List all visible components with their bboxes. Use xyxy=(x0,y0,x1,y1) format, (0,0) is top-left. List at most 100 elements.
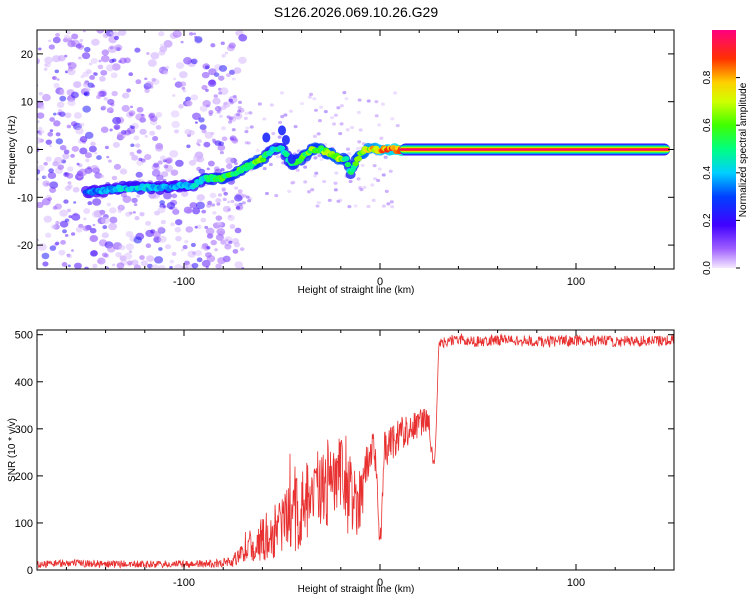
noise-point xyxy=(97,64,104,70)
noise-point xyxy=(205,104,210,108)
noise-point xyxy=(160,219,167,225)
noise-point xyxy=(215,263,222,269)
colorbar-gradient xyxy=(712,30,736,268)
noise-point xyxy=(356,110,361,115)
noise-point xyxy=(101,232,109,239)
noise-point xyxy=(138,157,143,162)
noise-point xyxy=(26,217,32,222)
noise-point xyxy=(171,251,177,256)
noise-point xyxy=(207,79,217,87)
noise-point xyxy=(53,82,60,89)
noise-point xyxy=(338,198,343,202)
noise-point xyxy=(227,214,235,222)
noise-point xyxy=(313,156,318,160)
noise-point xyxy=(288,109,293,113)
noise-point xyxy=(67,166,74,172)
noise-point xyxy=(112,116,122,125)
noise-point xyxy=(204,225,209,229)
noise-point xyxy=(48,168,54,174)
noise-point xyxy=(59,220,69,228)
noise-point xyxy=(59,95,67,102)
noise-point xyxy=(63,149,70,155)
noise-point xyxy=(64,112,72,119)
noise-point xyxy=(156,174,164,181)
ridge-point xyxy=(278,125,286,136)
noise-point xyxy=(88,145,97,153)
noise-point xyxy=(223,102,228,106)
noise-point xyxy=(307,95,312,99)
noise-point xyxy=(113,163,122,170)
noise-point xyxy=(144,85,149,90)
noise-point xyxy=(134,47,141,53)
noise-point xyxy=(84,87,91,93)
noise-point xyxy=(55,241,60,246)
noise-point xyxy=(113,124,121,130)
noise-point xyxy=(262,166,267,171)
noise-point xyxy=(210,131,215,136)
noise-point xyxy=(312,97,317,101)
noise-point xyxy=(136,194,141,198)
noise-point xyxy=(233,161,238,166)
noise-point xyxy=(182,89,187,93)
noise-point xyxy=(200,217,207,223)
noise-point xyxy=(67,40,76,48)
ridge-point xyxy=(259,157,267,163)
noise-point xyxy=(208,68,217,76)
noise-point xyxy=(215,197,222,204)
noise-point xyxy=(217,193,222,197)
noise-point xyxy=(126,88,132,93)
noise-point xyxy=(197,143,201,147)
noise-point xyxy=(278,120,283,125)
noise-point xyxy=(147,263,153,269)
noise-point xyxy=(135,79,142,85)
noise-point xyxy=(87,201,93,206)
noise-point xyxy=(233,241,241,248)
noise-point xyxy=(201,71,210,79)
figure-title: S126.2026.069.10.26.G29 xyxy=(274,4,438,20)
x-tick-label: 100 xyxy=(567,276,585,288)
noise-point xyxy=(338,132,343,136)
noise-point xyxy=(185,226,194,233)
noise-point xyxy=(139,128,147,135)
colorbar-tick-label: 0.0 xyxy=(702,261,713,275)
colorbar-tick-label: 0.2 xyxy=(702,213,713,227)
noise-point xyxy=(269,103,274,107)
noise-point xyxy=(112,141,120,148)
noise-point xyxy=(230,137,235,141)
noise-point xyxy=(109,207,117,214)
x-tick-label: 0 xyxy=(377,276,383,288)
spectrogram-x-label: Height of straight line (km) xyxy=(298,285,415,296)
noise-point xyxy=(37,126,43,131)
noise-point xyxy=(106,107,114,114)
noise-point xyxy=(115,251,122,258)
noise-point xyxy=(43,215,53,223)
noise-point xyxy=(175,159,184,167)
noise-point xyxy=(89,250,98,257)
noise-point xyxy=(216,110,221,114)
noise-point xyxy=(238,107,245,113)
noise-point xyxy=(41,252,50,260)
noise-point xyxy=(82,105,91,113)
noise-point xyxy=(157,206,166,214)
noise-point xyxy=(79,122,85,127)
noise-point xyxy=(71,145,79,152)
noise-point xyxy=(37,41,38,43)
noise-point xyxy=(377,123,382,127)
noise-point xyxy=(244,141,249,145)
noise-point xyxy=(188,159,197,166)
noise-point xyxy=(384,189,389,193)
noise-point xyxy=(174,264,183,269)
noise-point xyxy=(210,239,217,246)
noise-point xyxy=(82,30,86,33)
noise-point xyxy=(217,257,226,265)
colorbar: 0.0 0.2 0.4 0.6 0.8 Normalized spectral ampl… xyxy=(702,30,749,275)
noise-point xyxy=(120,130,127,135)
noise-point xyxy=(70,153,75,158)
noise-point xyxy=(244,111,249,115)
noise-point xyxy=(241,266,245,269)
noise-point xyxy=(133,264,141,269)
noise-point xyxy=(386,202,391,206)
noise-point xyxy=(235,31,239,35)
noise-point xyxy=(172,208,180,215)
y-tick-label: 200 xyxy=(15,471,33,483)
